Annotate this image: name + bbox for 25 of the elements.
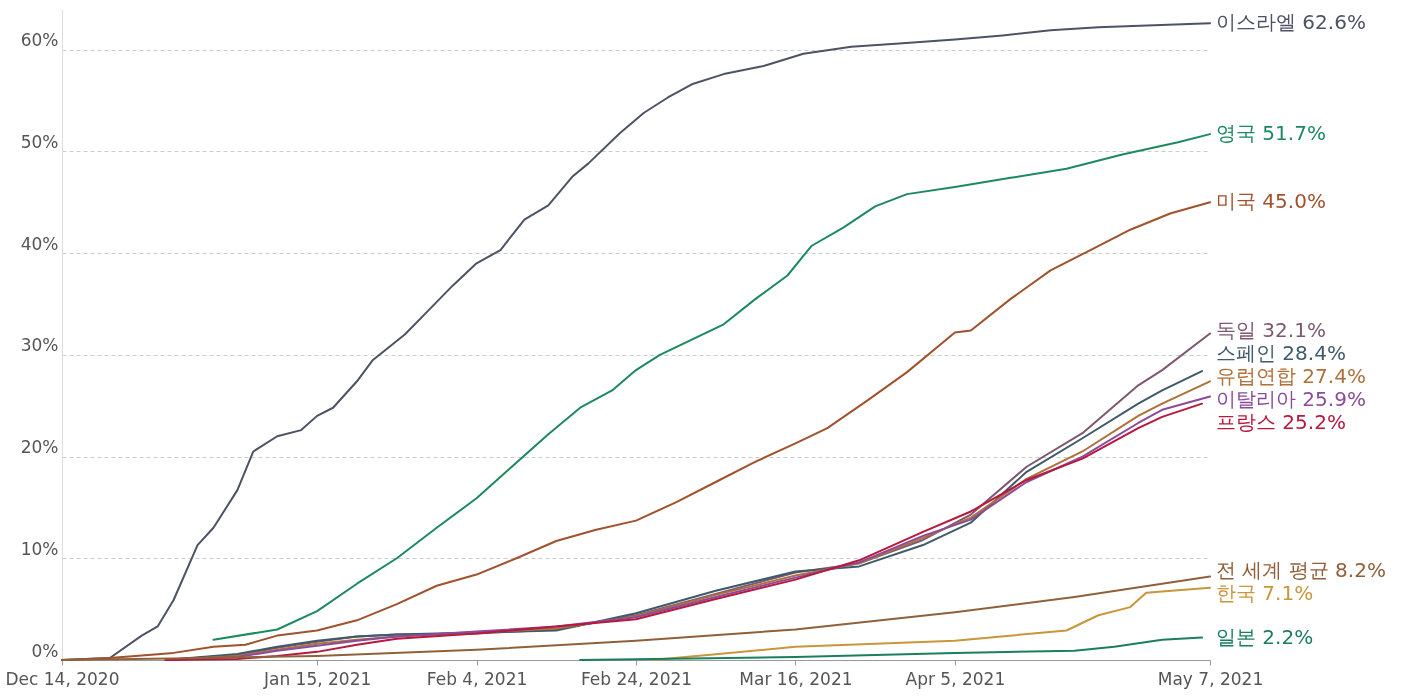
y-tick-label: 50% xyxy=(20,131,59,152)
x-tick-label: Jan 15, 2021 xyxy=(262,668,372,689)
text: 한국 7.1% xyxy=(1216,580,1314,605)
x-tick-label: May 7, 2021 xyxy=(1157,668,1264,689)
y-tick-label: 0% xyxy=(31,640,59,661)
text: 일본 2.2% xyxy=(1216,624,1314,649)
text: 스페인 28.4% xyxy=(1216,341,1346,366)
x-tick-label: Feb 4, 2021 xyxy=(426,668,528,689)
y-tick-label: 10% xyxy=(20,538,59,559)
text: 영국 51.7% xyxy=(1216,121,1326,146)
text: 유럽연합 27.4% xyxy=(1216,364,1366,389)
y-tick-label: 30% xyxy=(20,335,59,356)
x-tick-label: Dec 14, 2020 xyxy=(5,668,120,689)
text: 전 세계 평균 8.2% xyxy=(1216,557,1386,582)
y-tick-label: 40% xyxy=(20,233,59,254)
text: 독일 32.1% xyxy=(1216,318,1326,343)
text: 이스라엘 62.6% xyxy=(1216,10,1366,35)
y-tick-label: 60% xyxy=(20,30,59,51)
text: 프랑스 25.2% xyxy=(1216,410,1346,435)
text: 미국 45.0% xyxy=(1216,189,1326,214)
text: 이탈리아 25.9% xyxy=(1216,387,1366,412)
x-tick-label: Feb 24, 2021 xyxy=(580,668,693,689)
y-tick-label: 20% xyxy=(20,437,59,458)
x-tick-label: Mar 16, 2021 xyxy=(739,668,853,689)
x-tick-label: Apr 5, 2021 xyxy=(905,668,1006,689)
